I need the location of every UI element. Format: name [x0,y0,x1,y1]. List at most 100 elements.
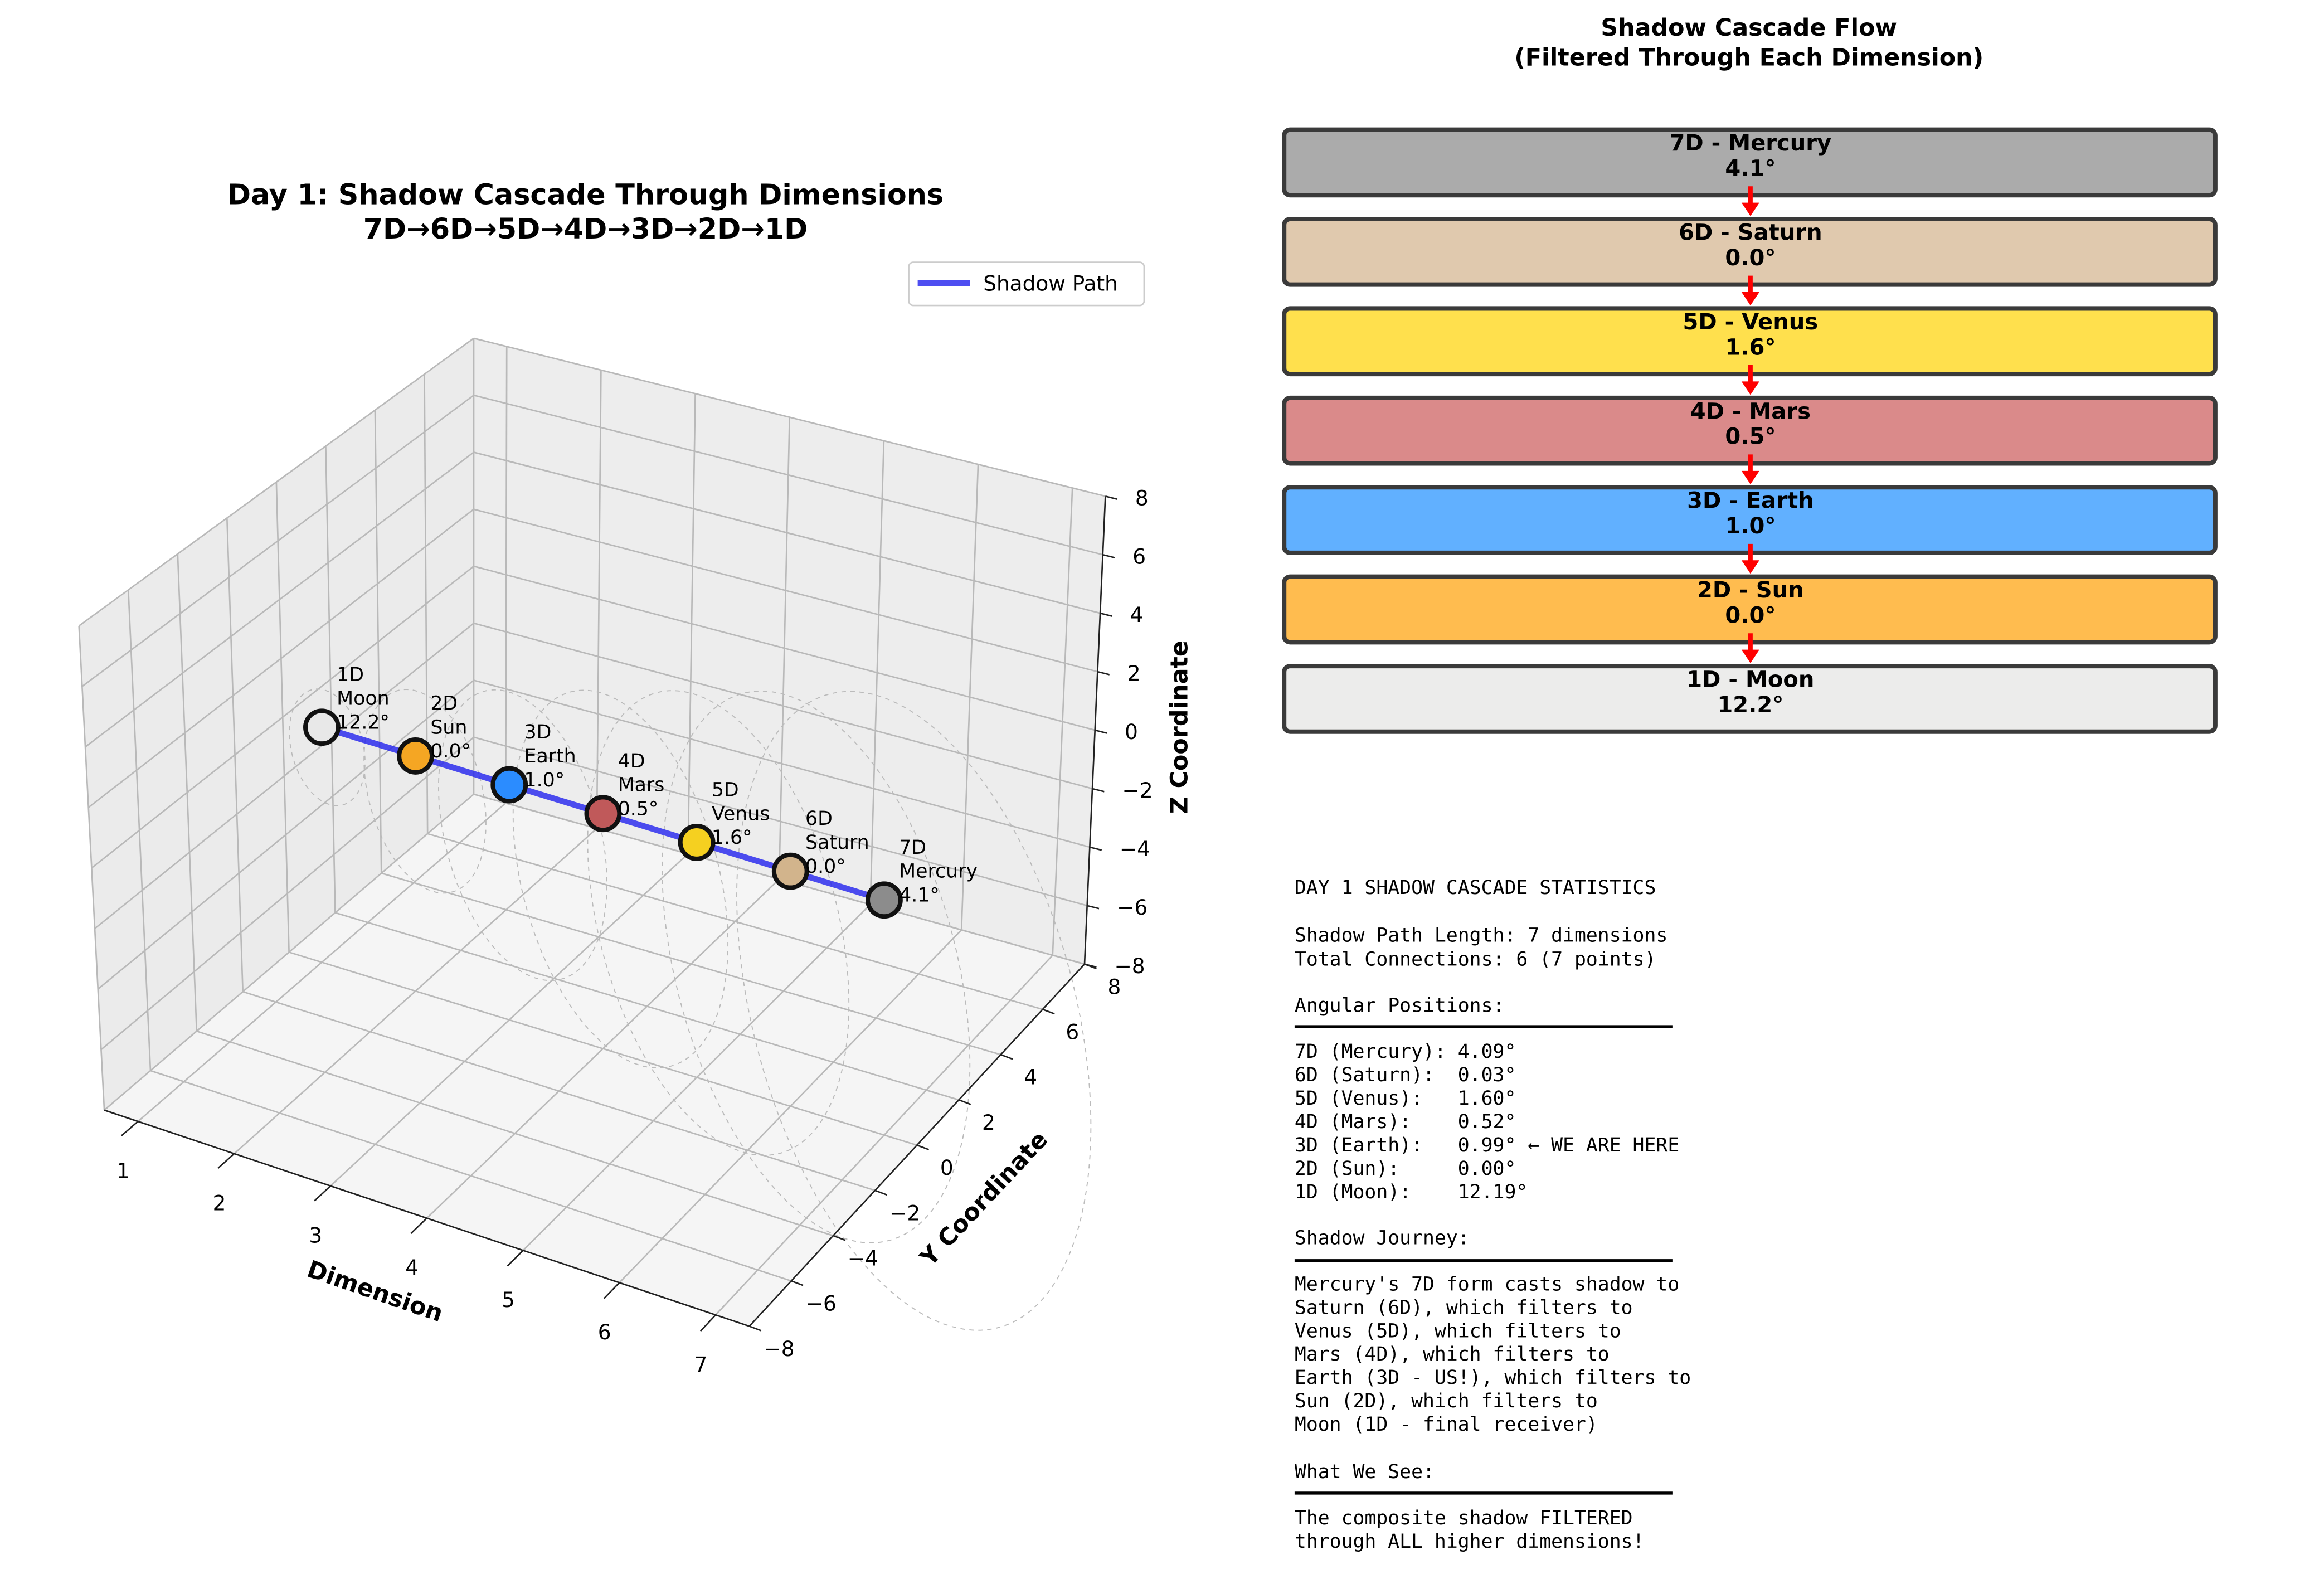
see-line: The composite shadow FILTERED [1295,1507,1633,1529]
y-tick-label: 0 [940,1155,954,1180]
angular-line: 1D (Moon): 12.19° [1295,1181,1528,1203]
stats-see-heading: What We See: [1295,1461,1435,1483]
journey-line: Mars (4D), which filters to [1295,1343,1610,1366]
angular-line: 3D (Earth): 0.99° ← WE ARE HERE [1295,1134,1679,1157]
point-marker-7D [866,881,903,919]
journey-line: Moon (1D - final receiver) [1295,1413,1598,1436]
x-tick-label: 7 [694,1352,707,1377]
x-axis-label: Dimension [304,1255,447,1328]
flow-arrow [1741,365,1759,395]
point-marker-4D [584,795,622,833]
y-tick-label: 4 [1024,1065,1037,1090]
flow-arrow [1741,543,1759,574]
point-body: Sun [430,716,467,738]
z-tick-label: −4 [1120,837,1150,861]
flow-arrow [1741,454,1759,484]
angular-line: 5D (Venus): 1.60° [1295,1087,1516,1110]
point-angle: 1.0° [524,769,565,791]
point-marker-1D [303,708,341,746]
journey-line: Saturn (6D), which filters to [1295,1296,1633,1319]
point-body: Mars [618,774,665,796]
flow-box-label: 1D - Moon [1686,667,1814,693]
x-tick-label: 2 [213,1191,226,1216]
flow-arrow [1741,275,1759,306]
z-tick-label: −2 [1122,778,1153,803]
flow-panel: Shadow Cascade Flow (Filtered Through Ea… [1282,14,2218,734]
point-angle: 0.0° [805,856,846,878]
floor-pane [104,794,1085,1327]
flow-title-line2: (Filtered Through Each Dimension) [1514,44,1983,72]
flow-box-angle: 12.2° [1717,692,1783,718]
y-tick-label: −4 [848,1246,878,1271]
point-dim-label: 3D [524,721,551,744]
back-pane [474,338,1106,964]
flow-arrow [1741,186,1759,216]
flow-box-angle: 0.0° [1725,603,1776,629]
flow-title-line1: Shadow Cascade Flow [1601,14,1897,42]
angular-line: 4D (Mars): 0.52° [1295,1111,1516,1133]
point-angle: 12.2° [337,711,390,733]
y-tick-label: −8 [764,1337,794,1361]
stats-journey-heading: Shadow Journey: [1295,1227,1470,1249]
journey-lines: Mercury's 7D form casts shadow toSaturn … [1295,1273,1691,1436]
plot3d-subtitle: 7D→6D→5D→4D→3D→2D→1D [363,212,808,245]
journey-line: Mercury's 7D form casts shadow to [1295,1273,1679,1295]
point-dim-label: 6D [805,808,833,830]
point-dim-label: 2D [430,693,458,715]
flow-box-label: 5D - Venus [1683,309,1819,335]
see-line: through ALL higher dimensions! [1295,1530,1645,1553]
stats-panel: DAY 1 SHADOW CASCADE STATISTICS Shadow P… [1295,877,1691,1553]
point-body: Earth [524,745,576,767]
x-tick-label: 5 [502,1287,515,1312]
point-body: Venus [712,803,770,825]
point-angle: 0.5° [618,798,659,820]
point-dim-label: 4D [618,750,645,772]
point-dim-label: 7D [899,837,926,859]
stats-angular-heading: Angular Positions: [1295,994,1505,1017]
point-body: Moon [337,688,390,710]
flow-box-label: 4D - Mars [1690,399,1811,424]
y-tick-label: 6 [1066,1019,1079,1044]
x-tick-label: 4 [405,1255,419,1280]
flow-box-angle: 1.0° [1725,513,1776,539]
flow-box-label: 3D - Earth [1687,488,1814,514]
stats-heading: DAY 1 SHADOW CASCADE STATISTICS [1295,877,1656,899]
point-dim-label: 1D [337,664,364,686]
flow-box-label: 7D - Mercury [1670,130,1832,156]
flow-box-angle: 0.0° [1725,245,1776,271]
z-axis-label: Z Coordinate [1165,640,1193,814]
x-tick-label: 6 [598,1320,611,1344]
left-pane [79,338,474,1110]
grid-lines [78,337,1106,1327]
z-tick-label: −8 [1114,954,1145,978]
point-body: Mercury [899,861,978,883]
z-tick-label: 6 [1132,544,1146,569]
angular-line: 2D (Sun): 0.00° [1295,1158,1516,1180]
flow-box-label: 6D - Saturn [1679,220,1822,245]
point-angle: 4.1° [899,884,940,906]
point-body: Saturn [805,832,869,854]
y-tick-label: −2 [889,1201,920,1225]
flow-arrow [1741,633,1759,663]
z-tick-label: 0 [1125,720,1138,744]
point-marker-3D [490,766,528,804]
angular-line: 6D (Saturn): 0.03° [1295,1064,1516,1086]
